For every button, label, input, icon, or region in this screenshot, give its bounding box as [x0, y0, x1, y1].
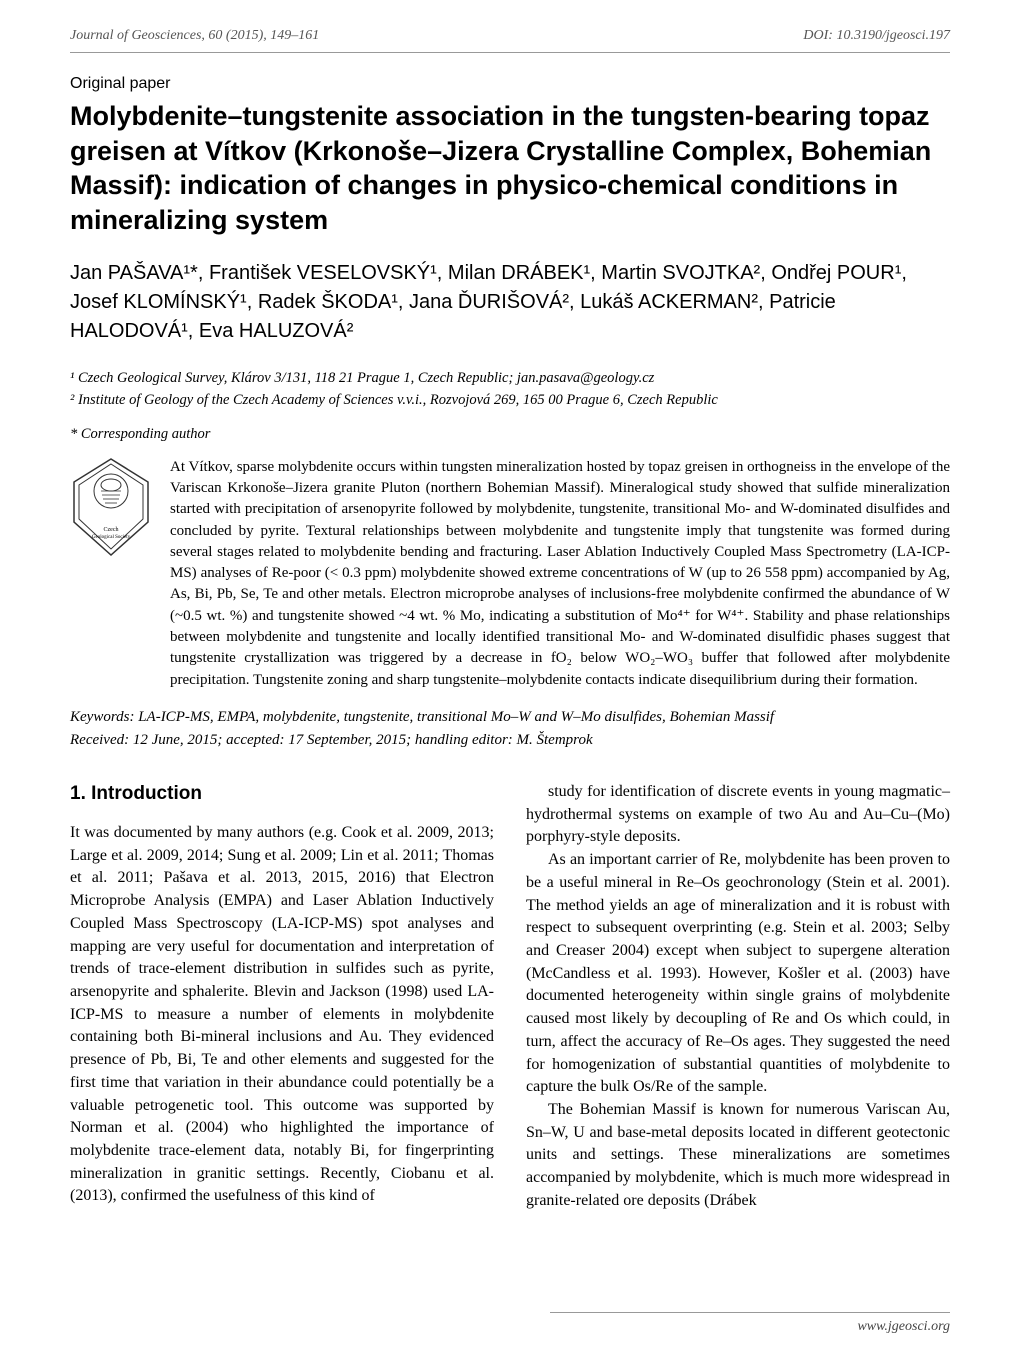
abstract-block: Czech Geological Society At Vítkov, spar…: [70, 457, 950, 691]
badge-label-bottom: Geological Society: [92, 535, 131, 540]
received-line: Received: 12 June, 2015; accepted: 17 Se…: [70, 730, 950, 751]
body-paragraph: It was documented by many authors (e.g. …: [70, 822, 494, 1208]
section-heading-introduction: 1. Introduction: [70, 781, 494, 808]
authors-line: HALODOVÁ¹, Eva HALUZOVÁ²: [70, 317, 950, 346]
badge-label-top: Czech: [104, 527, 119, 533]
keywords-line: Keywords: LA-ICP-MS, EMPA, molybdenite, …: [70, 707, 950, 728]
affiliations: ¹ Czech Geological Survey, Klárov 3/131,…: [70, 368, 950, 412]
body-paragraph: study for identification of discrete eve…: [526, 781, 950, 849]
page: Journal of Geosciences, 60 (2015), 149–1…: [0, 0, 1020, 1359]
authors-line: Jan PAŠAVA¹*, František VESELOVSKÝ¹, Mil…: [70, 259, 950, 288]
paper-type-label: Original paper: [70, 75, 950, 93]
body-paragraph: The Bohemian Massif is known for numerou…: [526, 1099, 950, 1213]
journal-reference: Journal of Geosciences, 60 (2015), 149–1…: [70, 28, 319, 44]
body-paragraph: As an important carrier of Re, molybdeni…: [526, 849, 950, 1099]
affiliation-2: ² Institute of Geology of the Czech Acad…: [70, 390, 950, 412]
doi: DOI: 10.3190/jgeosci.197: [803, 28, 950, 44]
society-badge: Czech Geological Society: [70, 457, 152, 691]
footer-rule: [550, 1312, 950, 1313]
author-list: Jan PAŠAVA¹*, František VESELOVSKÝ¹, Mil…: [70, 259, 950, 346]
authors-line: Josef KLOMÍNSKÝ¹, Radek ŠKODA¹, Jana ĎUR…: [70, 288, 950, 317]
affiliation-1: ¹ Czech Geological Survey, Klárov 3/131,…: [70, 368, 950, 390]
article-body: Original paper Molybdenite–tungstenite a…: [0, 53, 1020, 1213]
footer-website: www.jgeosci.org: [857, 1319, 950, 1335]
trilobite-badge-icon: Czech Geological Society: [70, 457, 152, 557]
abstract-text: At Vítkov, sparse molybdenite occurs wit…: [170, 457, 950, 691]
corresponding-author-note: * Corresponding author: [70, 426, 950, 443]
article-title: Molybdenite–tungstenite association in t…: [70, 99, 950, 237]
running-header: Journal of Geosciences, 60 (2015), 149–1…: [0, 0, 1020, 52]
two-column-body: 1. Introduction It was documented by man…: [70, 781, 950, 1213]
